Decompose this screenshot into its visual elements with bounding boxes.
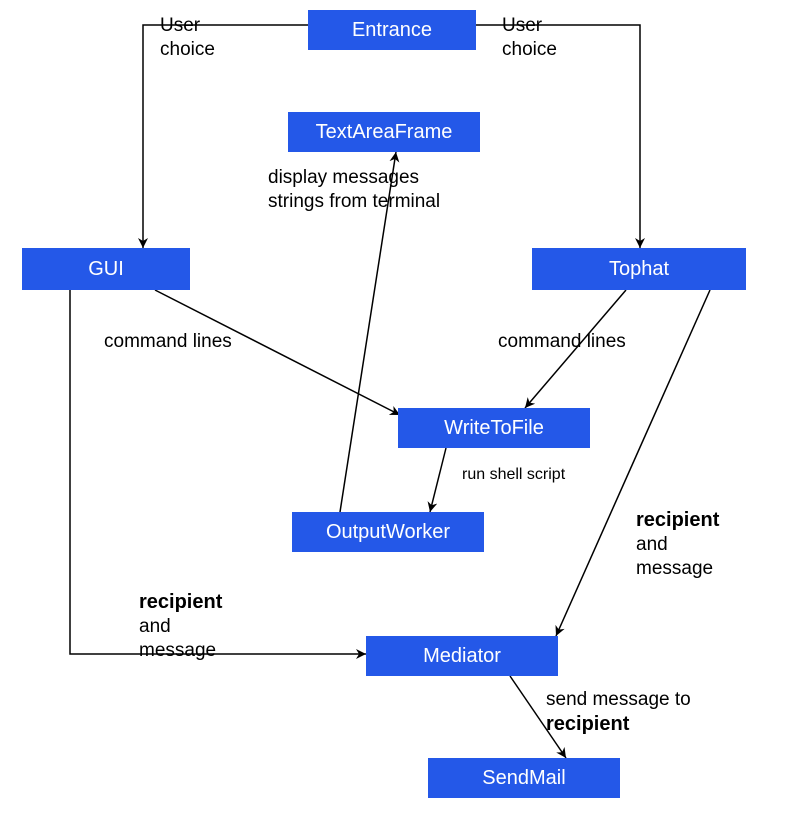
node-gui: GUI xyxy=(22,248,190,290)
edge-label-gui-mediator: recipientandmessage xyxy=(139,590,222,663)
node-mediator: Mediator xyxy=(366,636,558,676)
edge-label-gui-writetofile: command lines xyxy=(104,330,232,354)
edge-writetofile-outputworker xyxy=(430,448,446,512)
edge-label-mediator-sendmail: send message torecipient xyxy=(546,688,691,737)
node-sendmail: SendMail xyxy=(428,758,620,798)
edge-label-entrance-gui: Userchoice xyxy=(160,14,215,62)
node-entrance: Entrance xyxy=(308,10,476,50)
node-writetofile: WriteToFile xyxy=(398,408,590,448)
node-tophat: Tophat xyxy=(532,248,746,290)
node-textareaframe: TextAreaFrame xyxy=(288,112,480,152)
edge-label-tophat-mediator: recipientandmessage xyxy=(636,508,719,581)
node-outputworker: OutputWorker xyxy=(292,512,484,552)
edge-label-tophat-writetofile: command lines xyxy=(498,330,626,354)
edge-label-entrance-tophat: Userchoice xyxy=(502,14,557,62)
edge-label-writetofile-outputworker: run shell script xyxy=(462,465,565,485)
edge-label-outputworker-textareaframe: display messagesstrings from terminal xyxy=(268,166,440,214)
edge-entrance-tophat xyxy=(476,25,640,248)
